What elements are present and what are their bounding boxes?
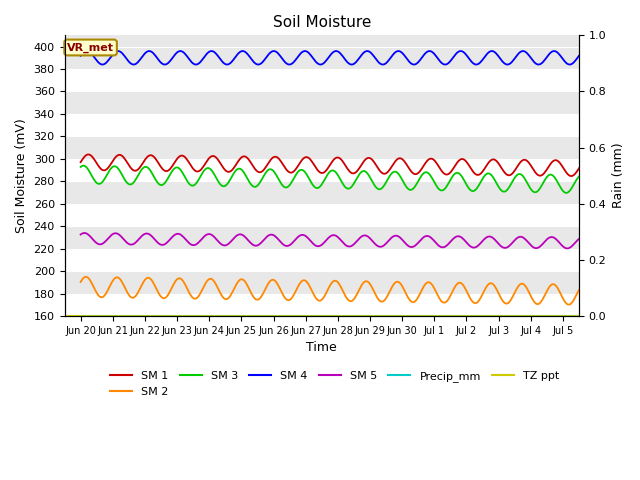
Bar bbox=[65, 114, 579, 136]
Bar bbox=[65, 294, 579, 316]
Bar bbox=[65, 47, 579, 69]
Bar bbox=[65, 271, 579, 294]
Title: Soil Moisture: Soil Moisture bbox=[273, 15, 371, 30]
Text: VR_met: VR_met bbox=[67, 42, 114, 53]
Legend: SM 1, SM 2, SM 3, SM 4, SM 5, Precip_mm, TZ ppt: SM 1, SM 2, SM 3, SM 4, SM 5, Precip_mm,… bbox=[106, 367, 564, 401]
Bar bbox=[65, 136, 579, 159]
Bar bbox=[65, 249, 579, 271]
Bar bbox=[65, 92, 579, 114]
Y-axis label: Rain (mm): Rain (mm) bbox=[612, 143, 625, 208]
Y-axis label: Soil Moisture (mV): Soil Moisture (mV) bbox=[15, 118, 28, 233]
X-axis label: Time: Time bbox=[307, 341, 337, 354]
Bar bbox=[65, 226, 579, 249]
Bar bbox=[65, 159, 579, 181]
Bar bbox=[65, 204, 579, 226]
Bar bbox=[65, 69, 579, 92]
Bar bbox=[65, 181, 579, 204]
